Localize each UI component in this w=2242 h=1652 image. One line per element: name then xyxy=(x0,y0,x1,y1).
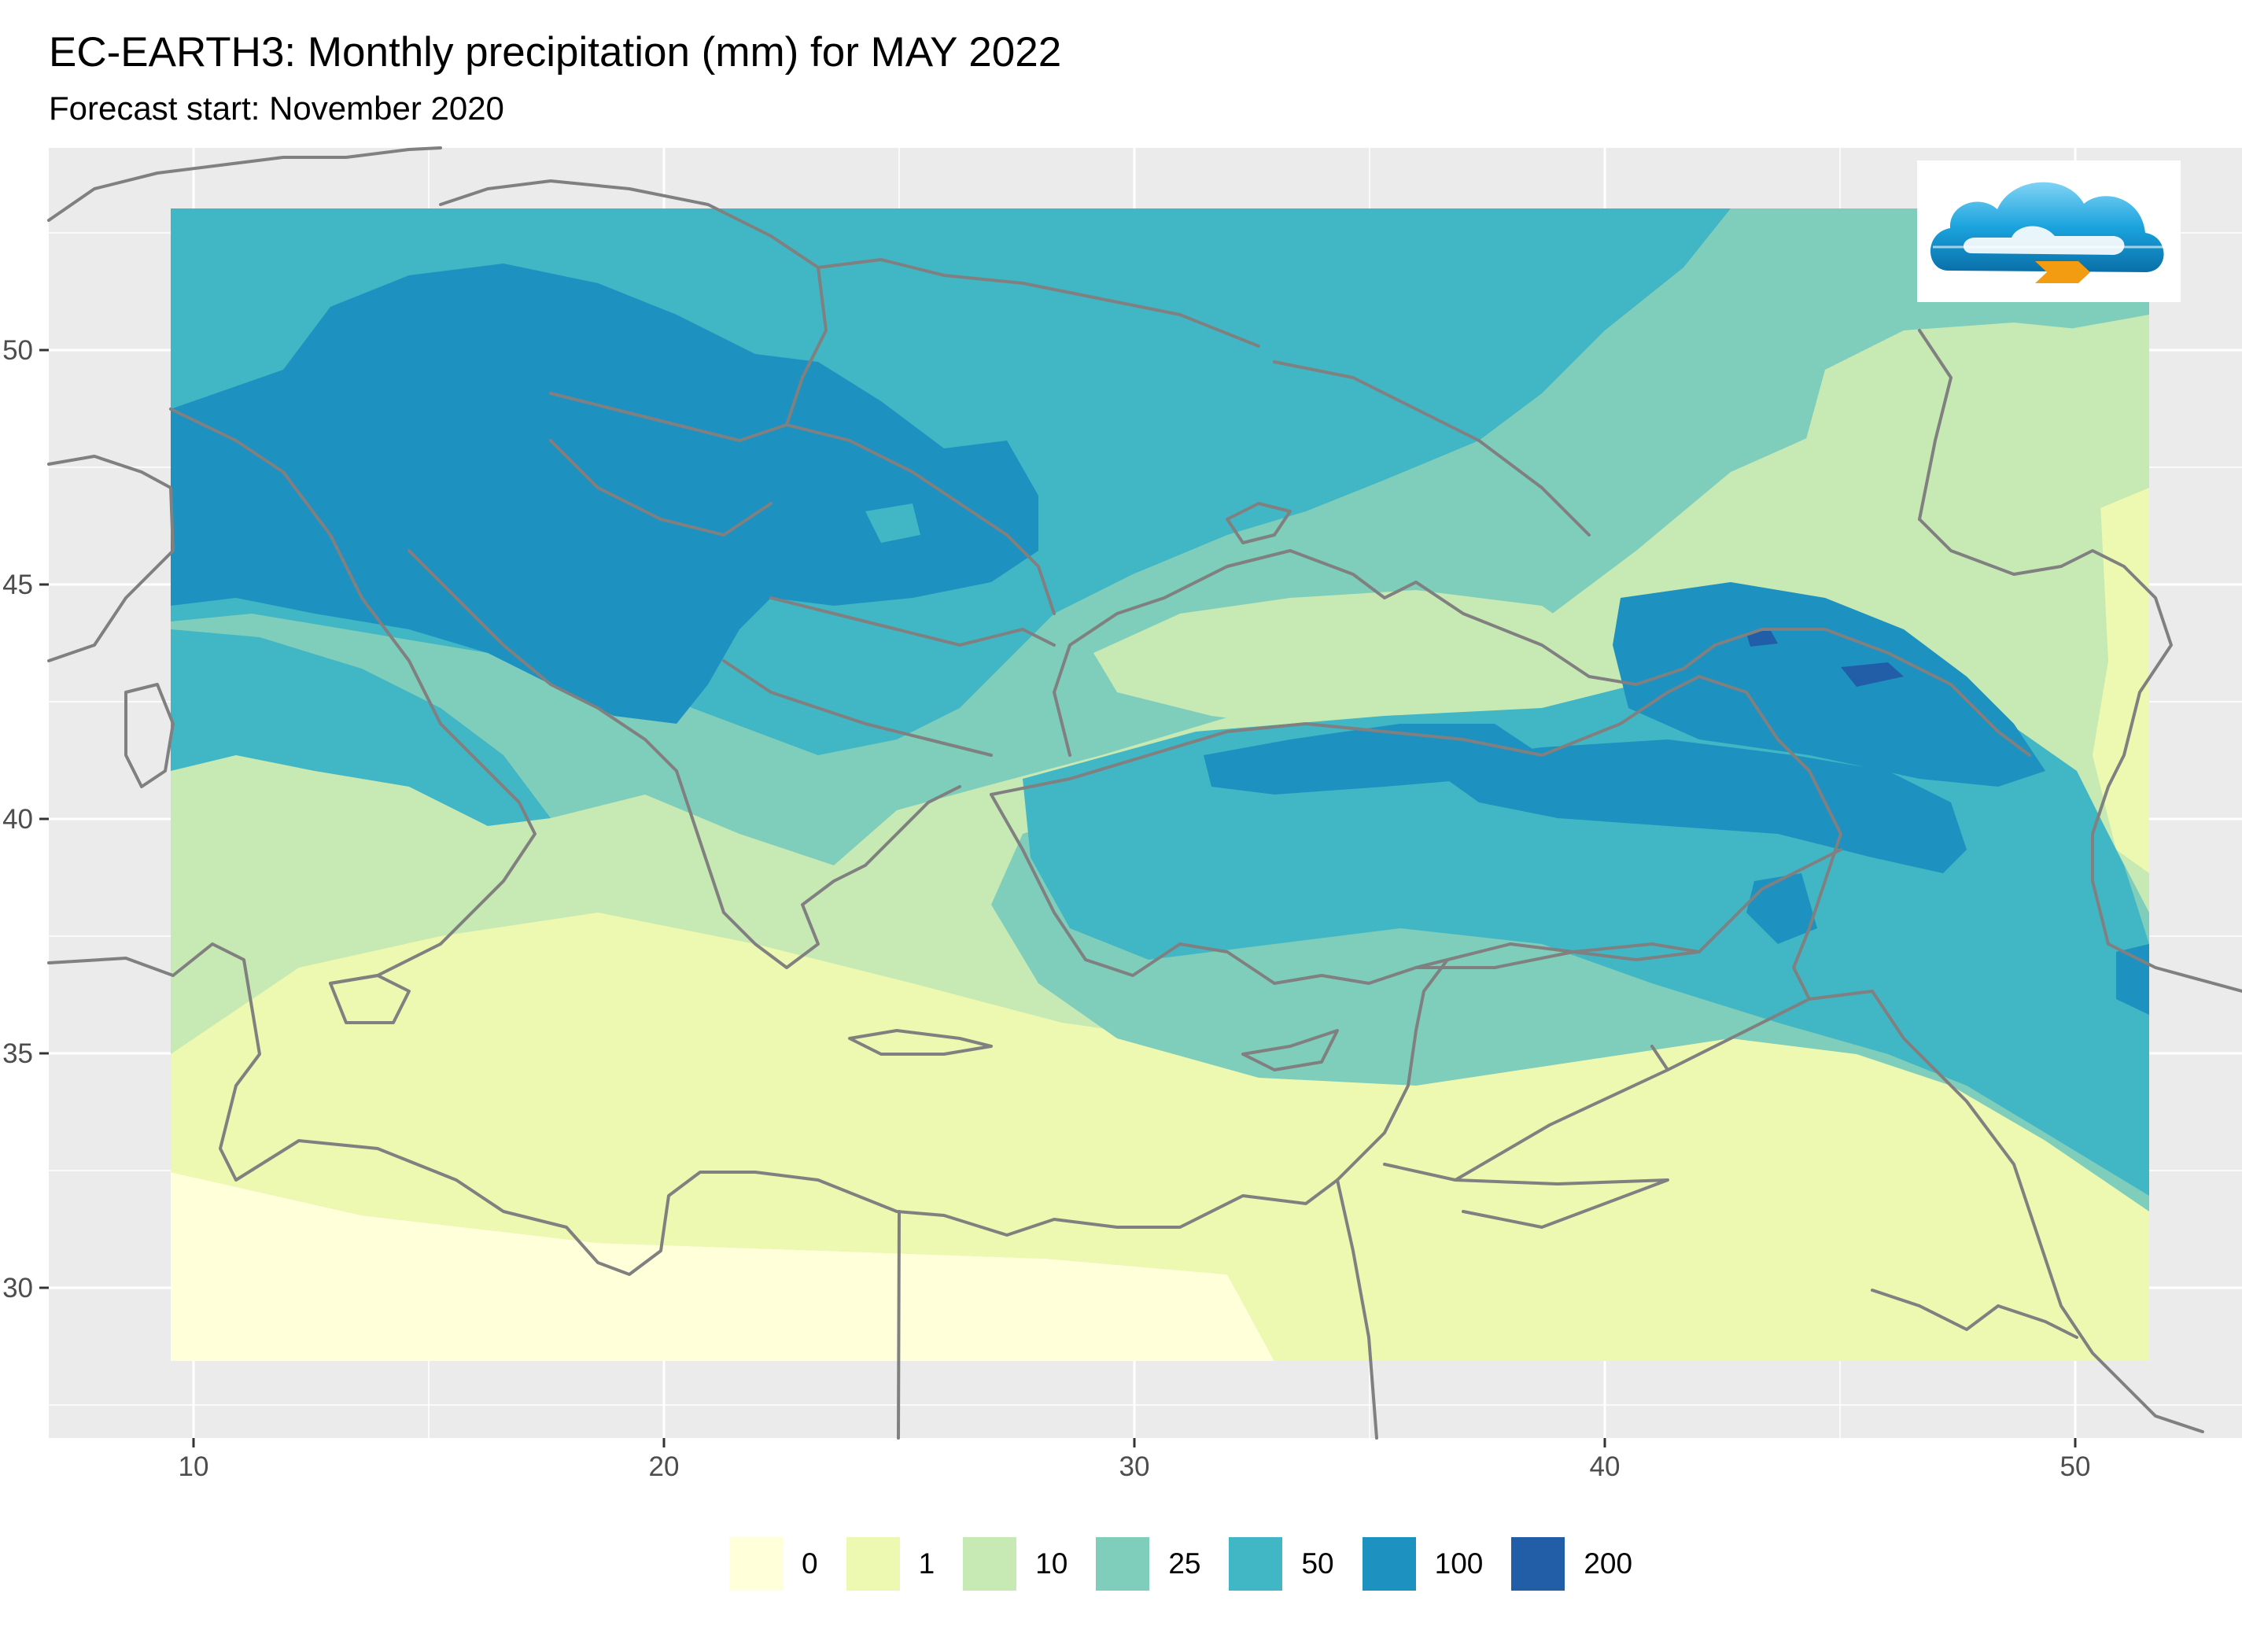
x-tick-label-20: 20 xyxy=(649,1451,680,1482)
border-jordan-iraq xyxy=(1383,1045,1669,1182)
coastline-anatolia-north xyxy=(990,675,1701,796)
precipitation-legend: 0 1 10 25 50 100 200 xyxy=(728,1536,1659,1592)
coastline-cyprus xyxy=(1241,1029,1339,1071)
legend-key-50 xyxy=(1227,1536,1285,1592)
coastline-caspian xyxy=(1918,518,2242,993)
y-axis-ticks xyxy=(39,348,49,1289)
coastline-north-africa xyxy=(47,942,1339,1276)
x-tick-label-50: 50 xyxy=(2060,1451,2091,1482)
y-tick-label-50: 50 xyxy=(2,335,33,366)
legend-key-100 xyxy=(1360,1536,1418,1592)
y-tick-label-45: 45 xyxy=(2,570,33,600)
precip-band-50-adriatic xyxy=(171,629,551,826)
border-ukraine-russia xyxy=(1273,360,1591,537)
x-axis-tick-labels: 10 20 30 40 50 xyxy=(179,1451,2091,1482)
precip-band-100-caucasus xyxy=(1613,582,2045,787)
legend-label-100: 100 xyxy=(1434,1547,1484,1580)
precip-band-100-iraq xyxy=(1746,873,1817,944)
border-hungary xyxy=(549,439,773,537)
country-borders xyxy=(47,146,2242,1440)
border-turkey-syria xyxy=(1414,848,1842,969)
precip-band-200-caucasus xyxy=(1841,662,1904,687)
legend-key-0 xyxy=(728,1536,784,1592)
border-romania-bulgaria xyxy=(769,596,1056,647)
coastline-black-sea-north xyxy=(1053,549,1717,757)
precip-band-200-georgia xyxy=(1746,629,1778,647)
map-title: EC-EARTH3: Monthly precipitation (mm) fo… xyxy=(49,29,1062,76)
legend-key-200 xyxy=(1510,1536,1567,1592)
x-axis-ticks xyxy=(192,1438,2077,1447)
precip-band-50-balkans-patch xyxy=(865,503,920,543)
coastline-levant xyxy=(1336,942,1701,1182)
border-caucasus xyxy=(1713,628,2031,757)
border-saudi xyxy=(1454,1178,1669,1229)
legend-key-25 xyxy=(1094,1536,1152,1592)
border-sinai xyxy=(1336,1178,1378,1440)
cloud-arrow-logo-icon xyxy=(1917,160,2181,302)
border-turkey-east xyxy=(1698,675,1842,1001)
x-tick-label-30: 30 xyxy=(1119,1451,1150,1482)
y-tick-label-35: 35 xyxy=(2,1038,33,1069)
y-tick-label-30: 30 xyxy=(2,1273,33,1304)
precip-band-0 xyxy=(171,1172,1274,1361)
border-iraq-iran xyxy=(1666,990,2204,1433)
coastline-baltic xyxy=(47,146,442,222)
coastline-crete xyxy=(848,1029,993,1056)
coastline-sardinia xyxy=(124,683,175,788)
legend-key-1 xyxy=(844,1536,902,1592)
coastline-gulf xyxy=(1871,1289,2078,1339)
coastline-adriatic-east xyxy=(407,549,694,820)
legend-label-10: 10 xyxy=(1035,1547,1068,1580)
map-subtitle: Forecast start: November 2020 xyxy=(49,90,504,127)
precip-band-1-caucasus-east xyxy=(2093,488,2149,873)
precip-band-10-russia-steppe xyxy=(1801,315,2149,511)
coastline-anatolia-south xyxy=(990,793,1449,985)
legend-label-1: 1 xyxy=(918,1547,935,1580)
coastline-greece xyxy=(691,785,961,969)
x-tick-label-40: 40 xyxy=(1590,1451,1621,1482)
border-carpathians xyxy=(549,392,1056,615)
x-tick-label-10: 10 xyxy=(179,1451,209,1482)
border-belarus-ukraine xyxy=(817,258,1260,348)
legend-key-10 xyxy=(961,1536,1019,1592)
legend-label-50: 50 xyxy=(1301,1547,1334,1580)
y-axis-tick-labels: 30 35 40 45 50 xyxy=(2,335,33,1304)
coastline-sicily xyxy=(329,974,411,1024)
border-egypt-libya xyxy=(897,1210,901,1440)
coastline-sea-of-azov xyxy=(1226,502,1292,544)
y-tick-label-40: 40 xyxy=(2,804,33,835)
precip-band-100-alps xyxy=(171,264,1038,724)
coastline-france-spain xyxy=(47,455,175,662)
coastline-italy xyxy=(169,407,537,985)
border-russia-kazakh xyxy=(1918,329,1953,521)
precip-band-100-armenia xyxy=(1424,739,1967,873)
legend-label-0: 0 xyxy=(802,1547,818,1580)
legend-label-200: 200 xyxy=(1584,1547,1633,1580)
border-poland xyxy=(439,179,828,426)
legend-label-25: 25 xyxy=(1168,1547,1201,1580)
border-bulgaria-greece xyxy=(722,659,993,757)
